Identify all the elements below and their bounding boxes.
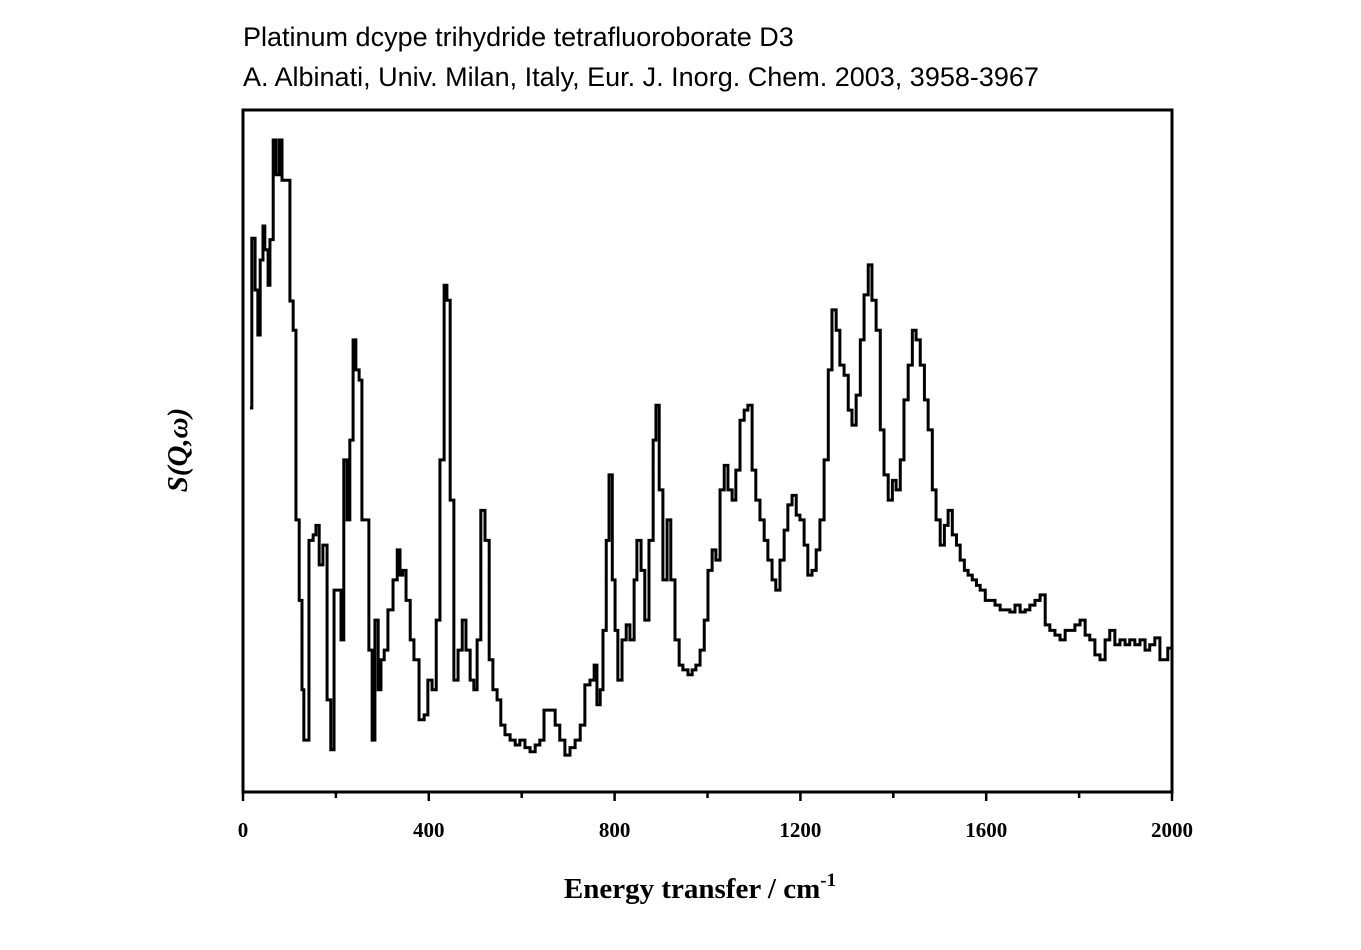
x-tick-label: 800 [599,818,631,842]
y-axis-label: S(Q,ω) [162,408,194,493]
x-axis-ticks: 0 400 800 1200 1600 2000 [238,792,1193,842]
x-tick-label: 0 [238,818,249,842]
chart-subtitle: A. Albinati, Univ. Milan, Italy, Eur. J.… [243,62,1039,92]
x-tick-label: 1600 [965,818,1007,842]
chart-title: Platinum dcype trihydride tetrafluorobor… [243,22,794,52]
x-tick-label: 2000 [1151,818,1193,842]
x-axis-label: Energy transfer / cm-1 [564,870,836,905]
x-tick-label: 1200 [779,818,821,842]
series-line [249,138,1172,757]
x-tick-label: 400 [413,818,445,842]
